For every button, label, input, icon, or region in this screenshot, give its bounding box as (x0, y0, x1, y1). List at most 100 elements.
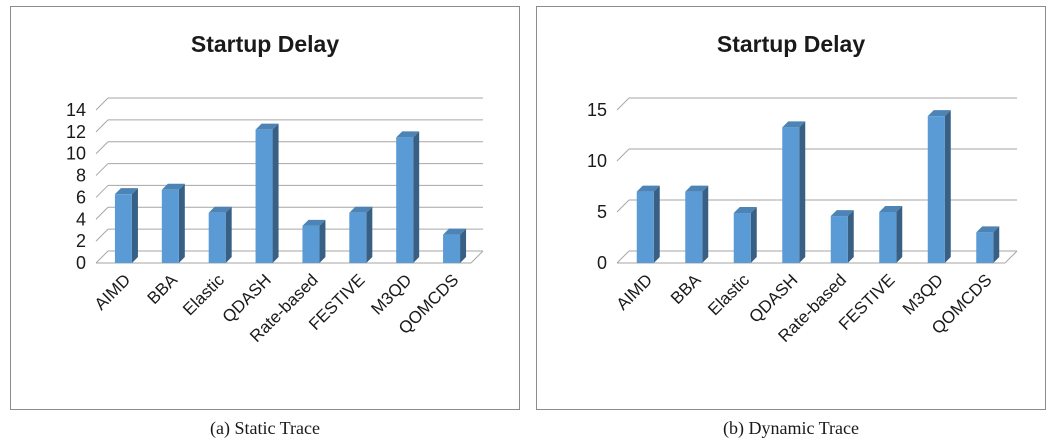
gridline-connector (616, 97, 630, 111)
bar-side (225, 206, 232, 263)
bar-bba (161, 183, 185, 263)
bar-m3qd (396, 131, 420, 263)
bar-m3qd (927, 110, 951, 264)
gridline-connector (95, 97, 109, 111)
gridline-connector (616, 250, 630, 264)
bar-side (178, 183, 185, 263)
bar-top (396, 131, 420, 138)
bar-qomcds (443, 228, 467, 263)
gridline-connector (95, 163, 109, 176)
gridline-connector (616, 148, 630, 162)
bar (927, 116, 945, 264)
bar-top (830, 210, 854, 217)
bar-side (460, 228, 467, 263)
y-tick-label: 4 (76, 209, 86, 229)
bar-top (976, 226, 1000, 233)
bar (349, 212, 367, 263)
gridline-connector (95, 250, 109, 264)
bar-top (733, 207, 757, 214)
bar-side (944, 110, 951, 264)
bar (685, 191, 703, 263)
y-tick-label: 0 (597, 253, 607, 273)
bar (208, 212, 226, 263)
gridline-connector (95, 206, 109, 220)
bar-side (366, 206, 373, 263)
y-tick-label: 12 (66, 122, 86, 142)
y-tick-label: 8 (76, 166, 86, 186)
bar-top (302, 219, 326, 226)
chart-title: Startup Delay (716, 31, 866, 57)
y-tick-label: 15 (587, 100, 607, 120)
bar-top (879, 206, 903, 212)
bar-side (272, 123, 279, 264)
bar (976, 232, 994, 263)
bar-side (413, 131, 420, 263)
gridline-connector (95, 141, 109, 155)
y-tick-label: 5 (597, 202, 607, 222)
chart-title: Startup Delay (190, 31, 340, 57)
bar-qomcds (976, 226, 1000, 263)
bar-aimd (636, 185, 660, 263)
floor-line (1004, 250, 1018, 264)
x-tick-label: AIMD (91, 270, 134, 313)
bar-elastic (208, 206, 232, 263)
gridline-connector (95, 228, 109, 242)
bar (733, 213, 751, 263)
bar (830, 216, 848, 263)
y-tick-label: 2 (76, 231, 86, 251)
bar-top (443, 228, 467, 235)
bar (879, 212, 897, 263)
bar-qdash (255, 123, 279, 264)
bar (782, 127, 800, 263)
y-tick-label: 0 (76, 253, 86, 273)
gridline-connector (616, 199, 630, 213)
y-tick-label: 6 (76, 187, 86, 207)
bar-side (702, 185, 709, 263)
bar (255, 129, 273, 263)
bar (114, 194, 132, 263)
bar-elastic (733, 207, 757, 263)
bar-top (255, 123, 279, 130)
bar (443, 234, 461, 263)
gridline-connector (95, 119, 109, 133)
bar-side (319, 219, 326, 263)
bar-side (131, 188, 138, 263)
bar-festive (879, 206, 903, 263)
x-tick-label: AIMD (613, 270, 656, 313)
bar (636, 191, 654, 263)
bar-side (993, 226, 1000, 263)
bar-top (349, 206, 373, 213)
bar-side (896, 206, 903, 263)
bar-side (750, 207, 757, 263)
bar-rate-based (830, 210, 854, 263)
bar-rate-based (302, 219, 326, 263)
bar-side (847, 210, 854, 263)
x-tick-label: BBA (144, 270, 182, 308)
y-tick-label: 10 (66, 144, 86, 164)
gridlines (95, 97, 484, 264)
chart-panel-static: Startup Delay 0 2 4 6 8 10 12 14 AIMD BBA Elastic Q… (10, 6, 520, 410)
bar-top (114, 188, 138, 195)
bar-aimd (114, 188, 138, 263)
caption-dynamic-trace: (b) Dynamic Trace (723, 418, 859, 438)
bar (161, 189, 179, 263)
bar (396, 137, 414, 263)
bar-top (161, 183, 185, 190)
bars (114, 123, 467, 264)
bar-top (636, 185, 660, 192)
y-tick-label: 14 (66, 100, 86, 120)
bar-top (685, 185, 709, 192)
gridline-connector (95, 185, 109, 198)
bars (636, 110, 1000, 264)
bar (302, 225, 320, 263)
floor-line (470, 250, 484, 264)
chart-panel-dynamic: Startup Delay 0 5 10 15 AIMD BBA Elastic QDASH R… (536, 6, 1046, 410)
caption-static-trace: (a) Static Trace (210, 418, 320, 438)
bar-side (799, 121, 806, 263)
bar-side (653, 185, 660, 263)
y-tick-label: 10 (587, 151, 607, 171)
bar-bba (685, 185, 709, 263)
bar-qdash (782, 121, 806, 263)
